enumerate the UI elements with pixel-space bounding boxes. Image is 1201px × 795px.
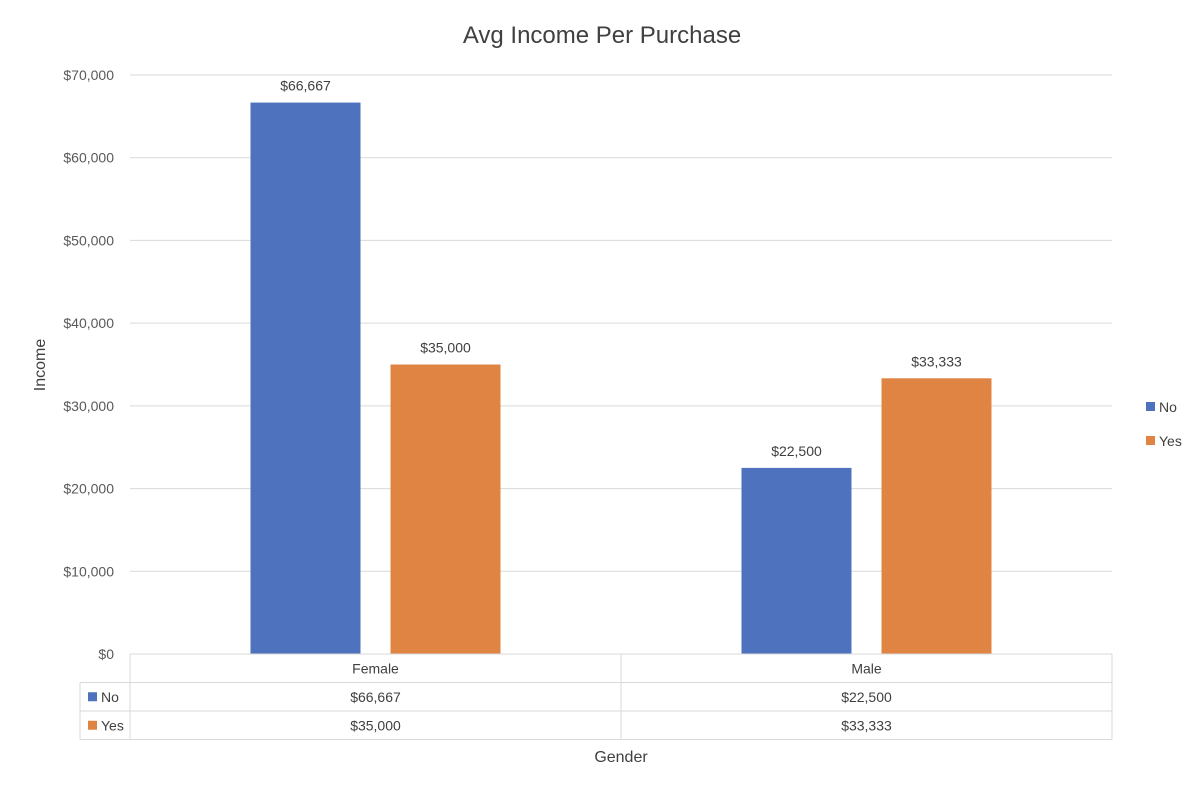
y-tick-label: $40,000 xyxy=(63,315,114,331)
legend-swatch xyxy=(1146,436,1155,445)
data-label: $35,000 xyxy=(420,340,471,356)
table-cell: $22,500 xyxy=(841,689,892,705)
table-series-name: No xyxy=(101,689,119,705)
legend-label: No xyxy=(1159,399,1177,415)
data-labels: $66,667 $35,000 $22,500 $33,333 xyxy=(280,78,962,459)
data-table: Female Male No $66,667 $22,500 Yes $35,000 $33,… xyxy=(79,653,1113,740)
y-tick-label: $70,000 xyxy=(63,67,114,83)
data-label: $66,667 xyxy=(280,78,331,94)
bar xyxy=(250,102,361,655)
table-legend-key xyxy=(88,720,97,730)
legend: No Yes xyxy=(1146,399,1182,449)
legend-label: Yes xyxy=(1159,433,1182,449)
bars xyxy=(250,102,992,655)
table-series-name: Yes xyxy=(101,717,124,733)
y-tick-label: $50,000 xyxy=(63,232,114,248)
y-axis-ticks: $0 $10,000 $20,000 $30,000 $40,000 $50,000 $60… xyxy=(63,67,114,662)
y-tick-label: $0 xyxy=(98,646,114,662)
table-cell: $33,333 xyxy=(841,717,892,733)
x-axis-label: Gender xyxy=(594,749,648,766)
table-cell: $66,667 xyxy=(350,689,401,705)
table-cell: $35,000 xyxy=(350,717,401,733)
data-label: $33,333 xyxy=(911,353,962,369)
x-tick-label: Female xyxy=(352,660,399,676)
bar xyxy=(881,378,992,654)
legend-swatch xyxy=(1146,402,1155,411)
y-tick-label: $60,000 xyxy=(63,150,114,166)
x-tick-label: Male xyxy=(851,660,882,676)
bar xyxy=(741,467,852,654)
table-legend-key xyxy=(88,692,97,702)
chart-title: Avg Income Per Purchase xyxy=(463,22,741,49)
data-label: $22,500 xyxy=(771,443,822,459)
y-tick-label: $20,000 xyxy=(63,481,114,497)
y-tick-label: $10,000 xyxy=(63,563,114,579)
y-tick-label: $30,000 xyxy=(63,398,114,414)
bar xyxy=(390,364,501,654)
y-axis-label: Income xyxy=(32,339,49,392)
